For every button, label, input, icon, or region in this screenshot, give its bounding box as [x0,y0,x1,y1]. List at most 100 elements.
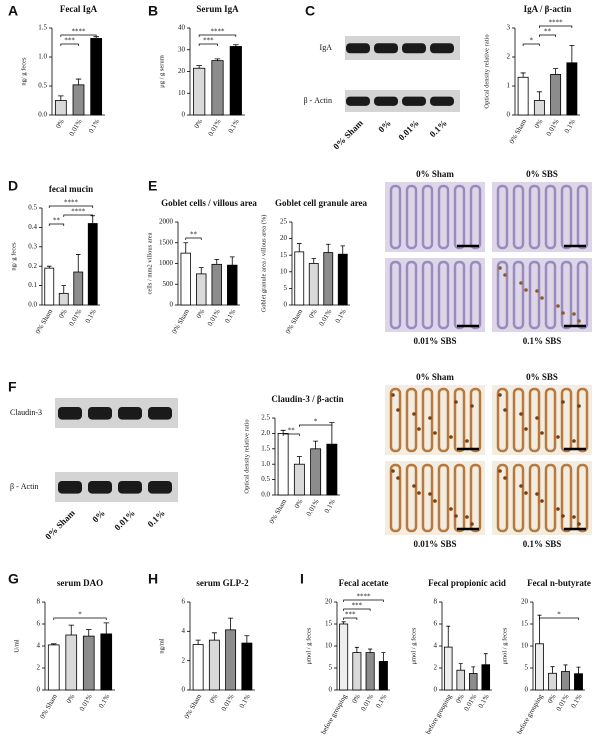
y-tick-label: 40 [178,24,186,32]
error-bar [296,456,302,465]
villus [576,387,589,453]
stained-cell [417,427,421,431]
stained-cell [561,311,565,315]
stained-cell [577,404,581,408]
significance-label: ** [53,217,61,225]
stained-cell [577,522,581,526]
stained-cell [433,431,437,435]
significance-label: * [78,611,82,619]
y-tick-label: 0.1 [28,281,37,289]
villus [437,463,450,533]
bar [44,267,55,306]
significance-bracket [539,617,579,620]
stained-cell [556,435,560,439]
villus [469,463,482,533]
error-bar [75,78,82,85]
y-axis-label: μmol / g feces [305,627,312,664]
bar [337,253,348,306]
significance-label: *** [345,611,356,619]
significance-bracket [522,43,540,46]
stained-cell [561,400,565,404]
villus [437,387,450,453]
bar [54,100,67,116]
bar [310,448,322,496]
chart-title: Serum IgA [196,4,239,14]
micrograph [492,258,592,332]
villus [453,184,466,250]
error-bar [381,652,386,662]
error-bar [311,258,316,264]
error-bar [211,632,217,641]
y-tick-label: 25 [280,218,288,226]
blot-band [402,43,426,54]
x-tick-label: 0% [57,308,69,320]
error-bar [520,72,526,78]
chart-title: Goblet cell granule area [275,198,368,208]
y-tick-label: 2 [434,664,438,672]
micrograph-label: 0.1% SBS [523,539,562,549]
y-tick-label: 2000 [159,218,174,226]
villus [544,387,557,453]
bar [208,639,220,691]
significance-bracket [299,424,333,427]
stained-cell [561,514,565,518]
y-tick-label: 6 [37,620,41,628]
micrograph [492,385,592,455]
y-tick-label: 2 [37,664,41,672]
bar [192,644,204,691]
villus [560,463,573,533]
y-tick-label: 4 [182,627,186,635]
blot-band [148,481,172,494]
stained-cell [540,499,544,503]
bar [481,664,491,691]
bar [225,629,237,691]
stained-cell [503,273,507,277]
y-tick-label: 0 [525,686,529,694]
significance-label: *** [352,602,363,610]
bar [193,67,206,116]
error-bar [297,243,302,252]
significance-label: ** [288,427,296,435]
villus [528,387,541,453]
x-tick-label: 0% [454,693,466,705]
bar [227,264,238,306]
y-tick-label: 3 [507,24,511,32]
error-bar [368,648,373,653]
y-tick-label: 20 [325,598,333,606]
error-bar [214,258,220,265]
error-bar [326,243,331,253]
y-tick-label: 10 [325,642,333,650]
stained-cell [577,319,581,323]
error-bar [563,664,568,672]
y-tick-label: 0.0 [28,301,37,309]
error-bar [313,440,319,449]
villus [496,260,509,330]
stained-cell [417,491,421,495]
micrograph-label: 0% Sham [416,372,454,382]
bar [72,84,85,116]
error-bar [103,622,109,634]
stained-cell [449,435,453,439]
y-tick-label: 1500 [159,238,174,246]
y-tick-label: 6 [434,620,438,628]
error-bar [61,285,66,294]
significance-label: **** [71,208,86,216]
villus [496,463,509,533]
bar [241,642,253,691]
significance-bracket [185,237,202,240]
significance-bracket [539,34,556,37]
y-tick-label: 8 [37,598,41,606]
bar [550,74,562,116]
villus [576,184,589,250]
significance-bracket [282,433,300,436]
chart-title: IgA / β-actin [524,4,572,14]
bar [566,62,578,116]
error-bar [214,58,221,61]
stained-cell [540,431,544,435]
panel-letter: H [148,571,158,587]
error-bar [536,91,542,101]
bar [339,623,349,691]
stained-cell [433,499,437,503]
villus [576,463,589,533]
y-tick-label: 0.5 [38,82,47,90]
